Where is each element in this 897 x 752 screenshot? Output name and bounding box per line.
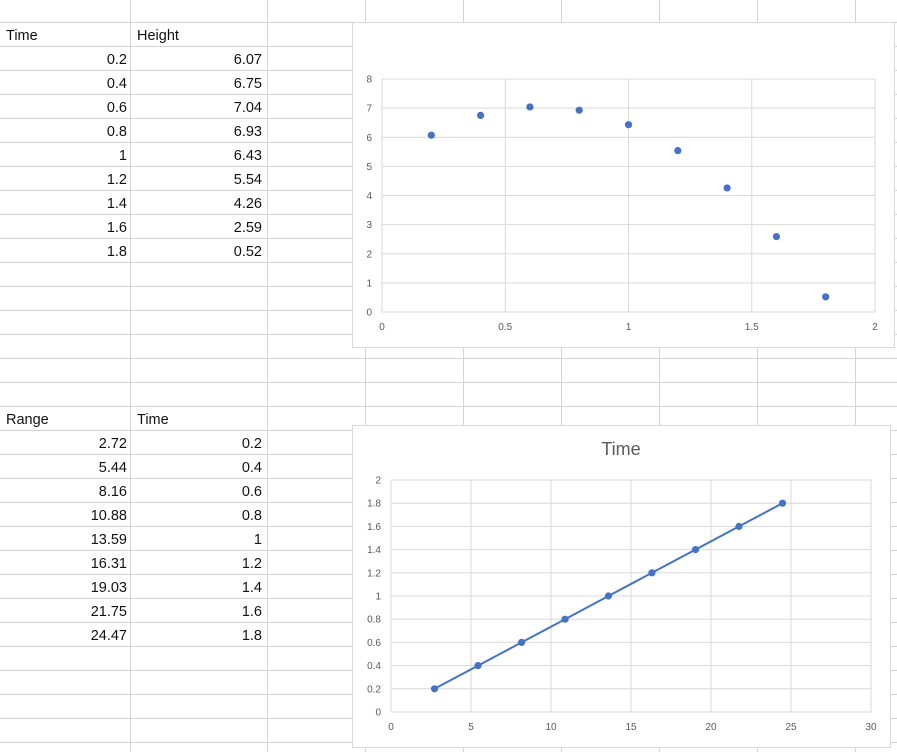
table1-cell[interactable]: 0.52 [233,244,262,260]
y-tick-label: 4 [366,191,372,202]
table2-cell[interactable]: 1.8 [241,628,262,644]
table1-cell[interactable]: 6.75 [233,76,262,92]
table2-cell[interactable]: 1.6 [241,604,262,620]
y-tick-label: 1.8 [367,499,381,510]
table2-cell[interactable]: 5.44 [98,460,127,476]
y-tick-label: 7 [366,104,372,115]
chart-height-vs-time[interactable]: 0 1 2 3 4 5 6 7 8 0 0.5 1 1.5 2 [352,22,895,348]
table1-cell[interactable]: 4.26 [233,196,262,212]
x-tick-label: 30 [865,722,877,733]
x-tick-label: 0 [388,722,394,733]
table2-cell[interactable]: 0.4 [241,460,262,476]
scatter-plot-svg: 0 1 2 3 4 5 6 7 8 0 0.5 1 1.5 2 [366,75,878,334]
y-tick-label: 0.8 [367,615,381,626]
table2-cell[interactable]: 13.59 [90,532,127,548]
data-point[interactable] [691,546,700,554]
table2-cell[interactable]: 19.03 [90,580,127,596]
table2-cell[interactable]: 2.72 [98,436,127,452]
table1-cell[interactable]: 2.59 [233,220,262,236]
y-tick-label: 2 [366,249,372,260]
table1-cell[interactable]: 6.43 [233,148,262,164]
data-point[interactable] [575,106,583,114]
x-tick-label: 15 [625,722,637,733]
x-tick-label: 1 [626,322,632,333]
table1-cell[interactable]: 6.93 [233,124,262,140]
table1-header-time[interactable]: Time [6,28,38,44]
y-tick-label: 3 [366,220,372,231]
table2-cell[interactable]: 24.47 [90,628,127,644]
table1-cell[interactable]: 0.2 [106,52,127,68]
y-tick-label: 1.6 [367,522,381,533]
table1-cell[interactable]: 0.4 [106,76,127,92]
x-tick-label: 20 [705,722,717,733]
table1-cell[interactable]: 1.2 [106,172,127,188]
table1-cell[interactable]: 5.54 [233,172,262,188]
data-point[interactable] [430,685,439,693]
data-point[interactable] [517,638,526,646]
chart-title: Time [601,439,640,459]
y-tick-label: 5 [366,162,372,173]
x-tick-label: 0 [379,322,385,333]
table1-cell[interactable]: 1.8 [106,244,127,260]
x-tick-label: 1.5 [745,322,759,333]
data-point[interactable] [778,499,787,507]
data-point[interactable] [604,592,613,600]
data-point[interactable] [648,569,656,577]
data-point[interactable] [624,121,633,129]
table1-header-height[interactable]: Height [137,28,179,44]
table1-cell[interactable]: 7.04 [233,100,262,116]
data-point[interactable] [526,103,534,111]
data-point[interactable] [822,293,830,301]
chart-time-vs-range[interactable]: 0 0.2 0.4 0.6 0.8 1 1.2 1.4 1.6 1.8 2 0 5 10 15 20 25 30 T… [352,425,891,748]
line-chart-svg: 00.20.40.60.811.21.41.61.820 5 10 15 20 25 30T… [367,439,877,733]
table1-cell[interactable]: 6.07 [233,52,262,68]
y-tick-label: 0.2 [367,684,381,695]
y-tick-label: 0 [375,708,381,719]
y-tick-label: 2 [375,476,381,487]
table2-header-time[interactable]: Time [137,412,169,428]
table1-cell[interactable]: 1.4 [106,196,127,212]
data-point[interactable] [561,615,569,623]
x-tick-label: 10 [545,722,557,733]
data-point[interactable] [735,522,743,530]
y-tick-label: 0.4 [367,661,381,672]
y-tick-label: 1 [366,278,372,289]
data-point[interactable] [674,147,682,155]
table1-cell[interactable]: 1.6 [106,220,127,236]
x-tick-label: 0.5 [498,322,512,333]
data-point[interactable] [477,111,485,120]
y-tick-label: 1 [375,592,381,603]
data-point[interactable] [427,131,435,139]
x-tick-label: 5 [468,722,474,733]
table2-cell[interactable]: 0.6 [241,484,262,500]
y-tick-label: 6 [366,133,372,144]
data-point[interactable] [723,184,731,192]
table2-header-range[interactable]: Range [6,412,49,428]
y-tick-label: 1.2 [367,568,381,579]
data-point[interactable] [772,232,780,241]
y-tick-label: 0.6 [367,638,381,649]
table2-cell[interactable]: 10.88 [90,508,127,524]
table2-cell[interactable]: 0.2 [241,436,262,452]
table1-cell[interactable]: 1 [118,148,127,164]
table1-cell[interactable]: 0.8 [106,124,127,140]
data-point[interactable] [474,662,482,670]
y-tick-label: 8 [366,75,372,86]
table2-cell[interactable]: 8.16 [98,484,127,500]
x-tick-label: 25 [785,722,797,733]
x-tick-label: 2 [872,322,878,333]
table2-cell[interactable]: 16.31 [90,556,127,572]
table2-cell[interactable]: 1.2 [241,556,262,572]
y-tick-label: 0 [366,308,372,319]
table2-cell[interactable]: 21.75 [90,604,127,620]
table2-cell[interactable]: 1 [253,532,262,548]
table1-cell[interactable]: 0.6 [106,100,127,116]
table2-cell[interactable]: 1.4 [241,580,262,596]
y-tick-label: 1.4 [367,545,381,556]
table2-cell[interactable]: 0.8 [241,508,262,524]
